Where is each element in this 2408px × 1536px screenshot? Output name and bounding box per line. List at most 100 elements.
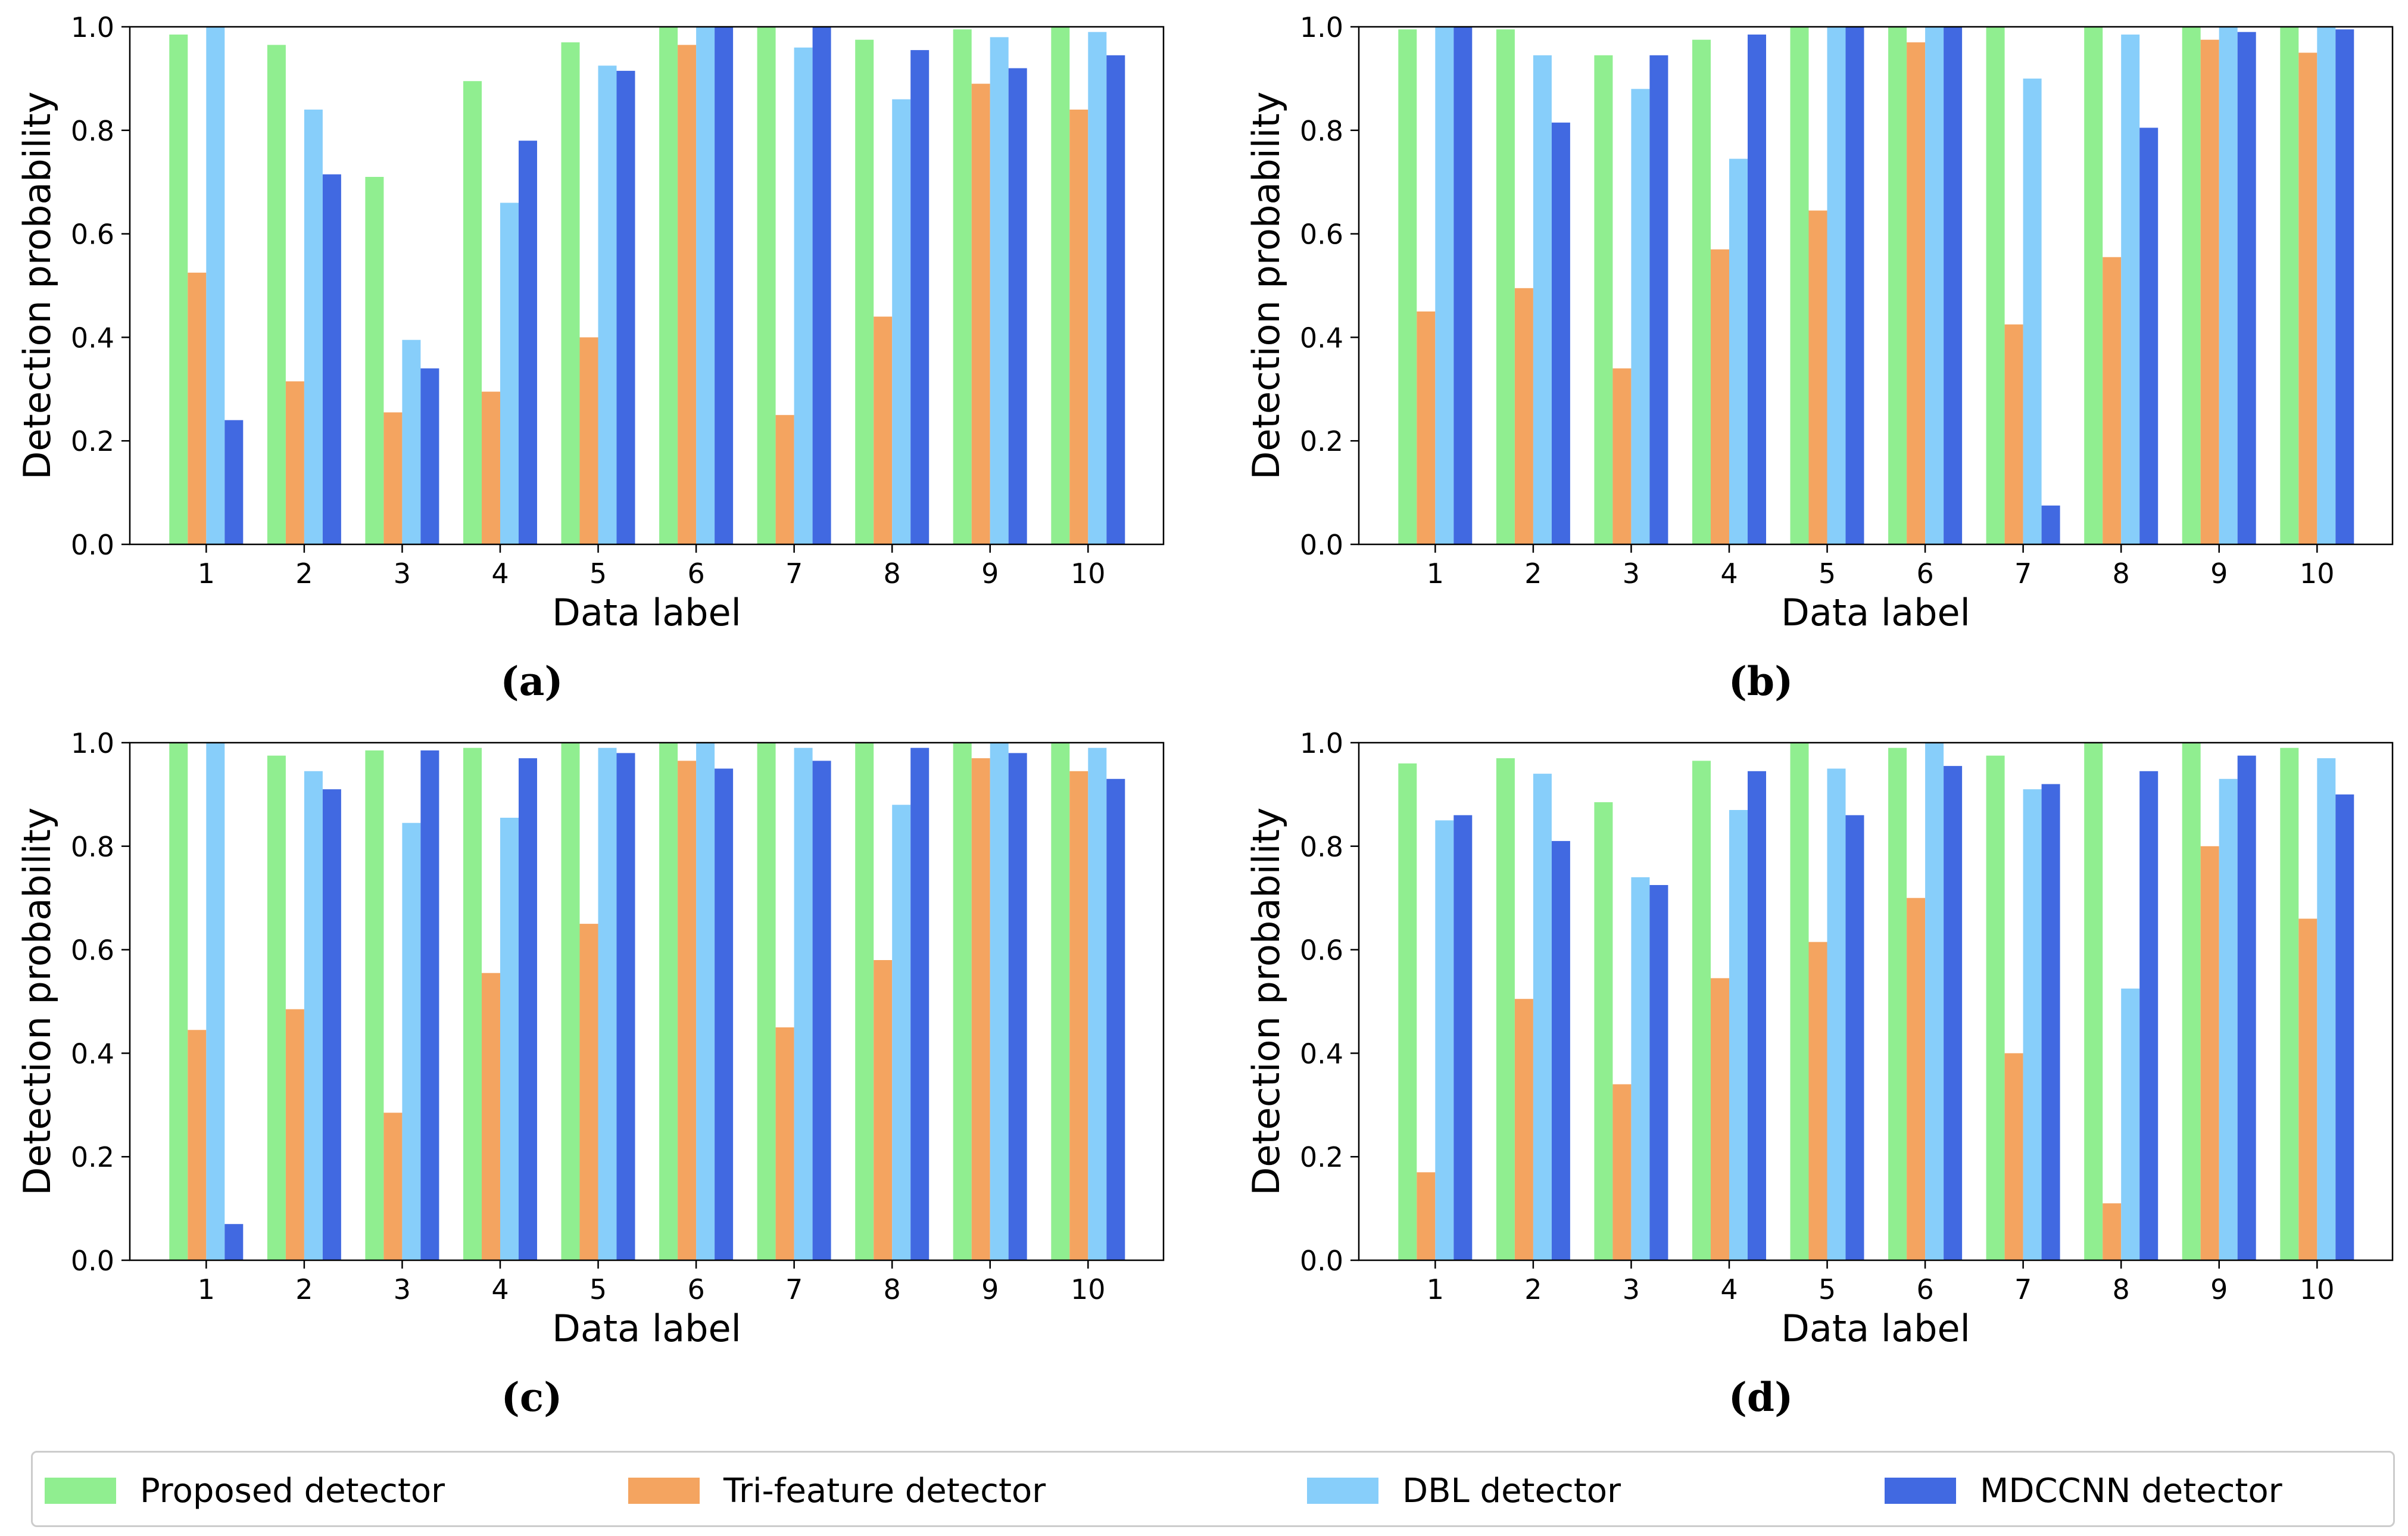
x-axis-label: Data label <box>1781 591 1970 634</box>
bar-mdccnn-6 <box>1944 766 1963 1260</box>
bar-proposed-6 <box>1888 27 1907 544</box>
bar-proposed-10 <box>1051 27 1070 544</box>
bar-proposed-2 <box>267 45 286 544</box>
bar-proposed-4 <box>1692 39 1711 544</box>
bar-mdccnn-6 <box>1944 27 1963 544</box>
x-tick-label: 3 <box>1623 1273 1640 1306</box>
y-axis-label: Detection probability <box>15 808 59 1196</box>
x-tick-label: 2 <box>295 1273 313 1306</box>
bar-mdccnn-9 <box>1008 68 1027 544</box>
legend-item-mdccnn: MDCCNN detector <box>1885 1453 2282 1529</box>
y-tick-label: 0.6 <box>1300 219 1343 251</box>
bar-proposed-8 <box>855 39 874 544</box>
bar-dbl-8 <box>892 99 911 544</box>
x-tick-label: 10 <box>2300 557 2335 590</box>
bar-trifeature-5 <box>1808 942 1827 1260</box>
bar-mdccnn-10 <box>1106 778 1125 1260</box>
chart-panel-c: 0.0 0.2 0.4 0.6 0.8 1.0 1 2 3 4 5 6 7 8 9 10 Data label D… <box>15 727 1165 1350</box>
bar-trifeature-4 <box>482 391 500 544</box>
x-tick-label: 6 <box>687 557 704 590</box>
bar-dbl-6 <box>696 27 715 544</box>
bar-trifeature-8 <box>874 960 893 1260</box>
x-tick-label: 7 <box>2014 557 2032 590</box>
bar-dbl-9 <box>2219 778 2238 1260</box>
x-tick-label: 4 <box>491 1273 509 1306</box>
bar-dbl-1 <box>1435 820 1454 1260</box>
bar-trifeature-9 <box>2200 39 2219 544</box>
bar-mdccnn-1 <box>224 420 244 544</box>
bar-trifeature-5 <box>1808 210 1827 544</box>
bar-dbl-5 <box>598 747 617 1260</box>
bar-dbl-1 <box>206 27 225 544</box>
bar-mdccnn-10 <box>1106 55 1125 545</box>
bar-proposed-5 <box>561 743 580 1260</box>
panel-caption-a: (a) <box>500 658 563 705</box>
bar-trifeature-1 <box>188 272 207 544</box>
bar-trifeature-1 <box>188 1030 207 1260</box>
bar-proposed-7 <box>1986 27 2005 544</box>
y-axis-label: Detection probability <box>1244 808 1288 1196</box>
bar-proposed-10 <box>2280 27 2299 544</box>
bar-dbl-8 <box>892 805 911 1260</box>
legend-swatch-dbl <box>1307 1478 1378 1504</box>
bar-mdccnn-4 <box>1748 771 1766 1260</box>
bar-trifeature-10 <box>2298 918 2317 1260</box>
bar-dbl-1 <box>1435 27 1454 544</box>
x-tick-label: 3 <box>1623 557 1640 590</box>
bar-proposed-4 <box>463 747 482 1260</box>
bar-trifeature-1 <box>1417 311 1436 544</box>
y-tick-label: 1.0 <box>1300 11 1343 43</box>
bar-trifeature-6 <box>1907 898 1926 1260</box>
x-tick-label: 1 <box>198 557 215 590</box>
bar-mdccnn-3 <box>420 750 439 1260</box>
bar-dbl-7 <box>2023 78 2042 544</box>
x-tick-label: 9 <box>981 557 999 590</box>
bar-proposed-3 <box>1594 802 1613 1260</box>
x-tick-label: 5 <box>589 1273 607 1306</box>
bar-dbl-7 <box>2023 789 2042 1260</box>
bar-proposed-6 <box>659 27 678 544</box>
y-tick-label: 0.2 <box>1300 425 1343 457</box>
bar-trifeature-7 <box>2004 324 2023 544</box>
bar-proposed-10 <box>2280 747 2299 1260</box>
x-tick-label: 1 <box>198 1273 215 1306</box>
x-tick-label: 8 <box>884 1273 901 1306</box>
bar-dbl-3 <box>402 822 421 1260</box>
bar-dbl-5 <box>1827 768 1846 1260</box>
bar-mdccnn-10 <box>2335 794 2354 1260</box>
chart-panel-b: 0.0 0.2 0.4 0.6 0.8 1.0 1 2 3 4 5 6 7 8 9 10 Data label D… <box>1244 11 2394 634</box>
x-tick-label: 6 <box>1916 557 1933 590</box>
bar-mdccnn-9 <box>2237 32 2256 544</box>
legend-label-trifeature: Tri-feature detector <box>723 1471 1046 1510</box>
bar-trifeature-4 <box>1711 978 1729 1260</box>
bar-mdccnn-5 <box>616 753 635 1260</box>
bar-trifeature-2 <box>1514 999 1533 1260</box>
y-axis-label: Detection probability <box>15 92 59 480</box>
bar-proposed-3 <box>365 750 384 1260</box>
bar-trifeature-3 <box>383 412 403 544</box>
x-tick-label: 7 <box>785 1273 803 1306</box>
bar-proposed-9 <box>953 29 972 545</box>
bar-dbl-4 <box>500 202 519 544</box>
x-tick-label: 8 <box>2113 1273 2130 1306</box>
bar-dbl-6 <box>1925 27 1944 544</box>
panel-caption-c: (c) <box>501 1374 563 1420</box>
bar-dbl-4 <box>500 818 519 1260</box>
y-tick-label: 0.0 <box>1300 529 1343 561</box>
bar-proposed-4 <box>1692 761 1711 1260</box>
panel-caption-d: (d) <box>1728 1374 1793 1420</box>
bar-mdccnn-2 <box>322 174 341 544</box>
bar-trifeature-9 <box>971 758 990 1260</box>
axes-frame <box>1358 26 2394 546</box>
bar-dbl-8 <box>2121 988 2140 1260</box>
bar-proposed-7 <box>1986 755 2005 1260</box>
bar-mdccnn-3 <box>1649 55 1668 545</box>
bar-dbl-10 <box>2317 27 2336 544</box>
y-tick-label: 0.4 <box>71 1037 114 1070</box>
bar-trifeature-3 <box>1612 1084 1632 1260</box>
y-tick-label: 1.0 <box>71 11 114 43</box>
legend-label-proposed: Proposed detector <box>140 1471 445 1510</box>
x-tick-label: 6 <box>687 1273 704 1306</box>
bar-mdccnn-6 <box>715 768 734 1260</box>
bar-mdccnn-8 <box>910 747 929 1260</box>
